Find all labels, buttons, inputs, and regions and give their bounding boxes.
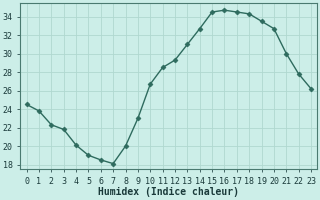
X-axis label: Humidex (Indice chaleur): Humidex (Indice chaleur) (98, 187, 239, 197)
